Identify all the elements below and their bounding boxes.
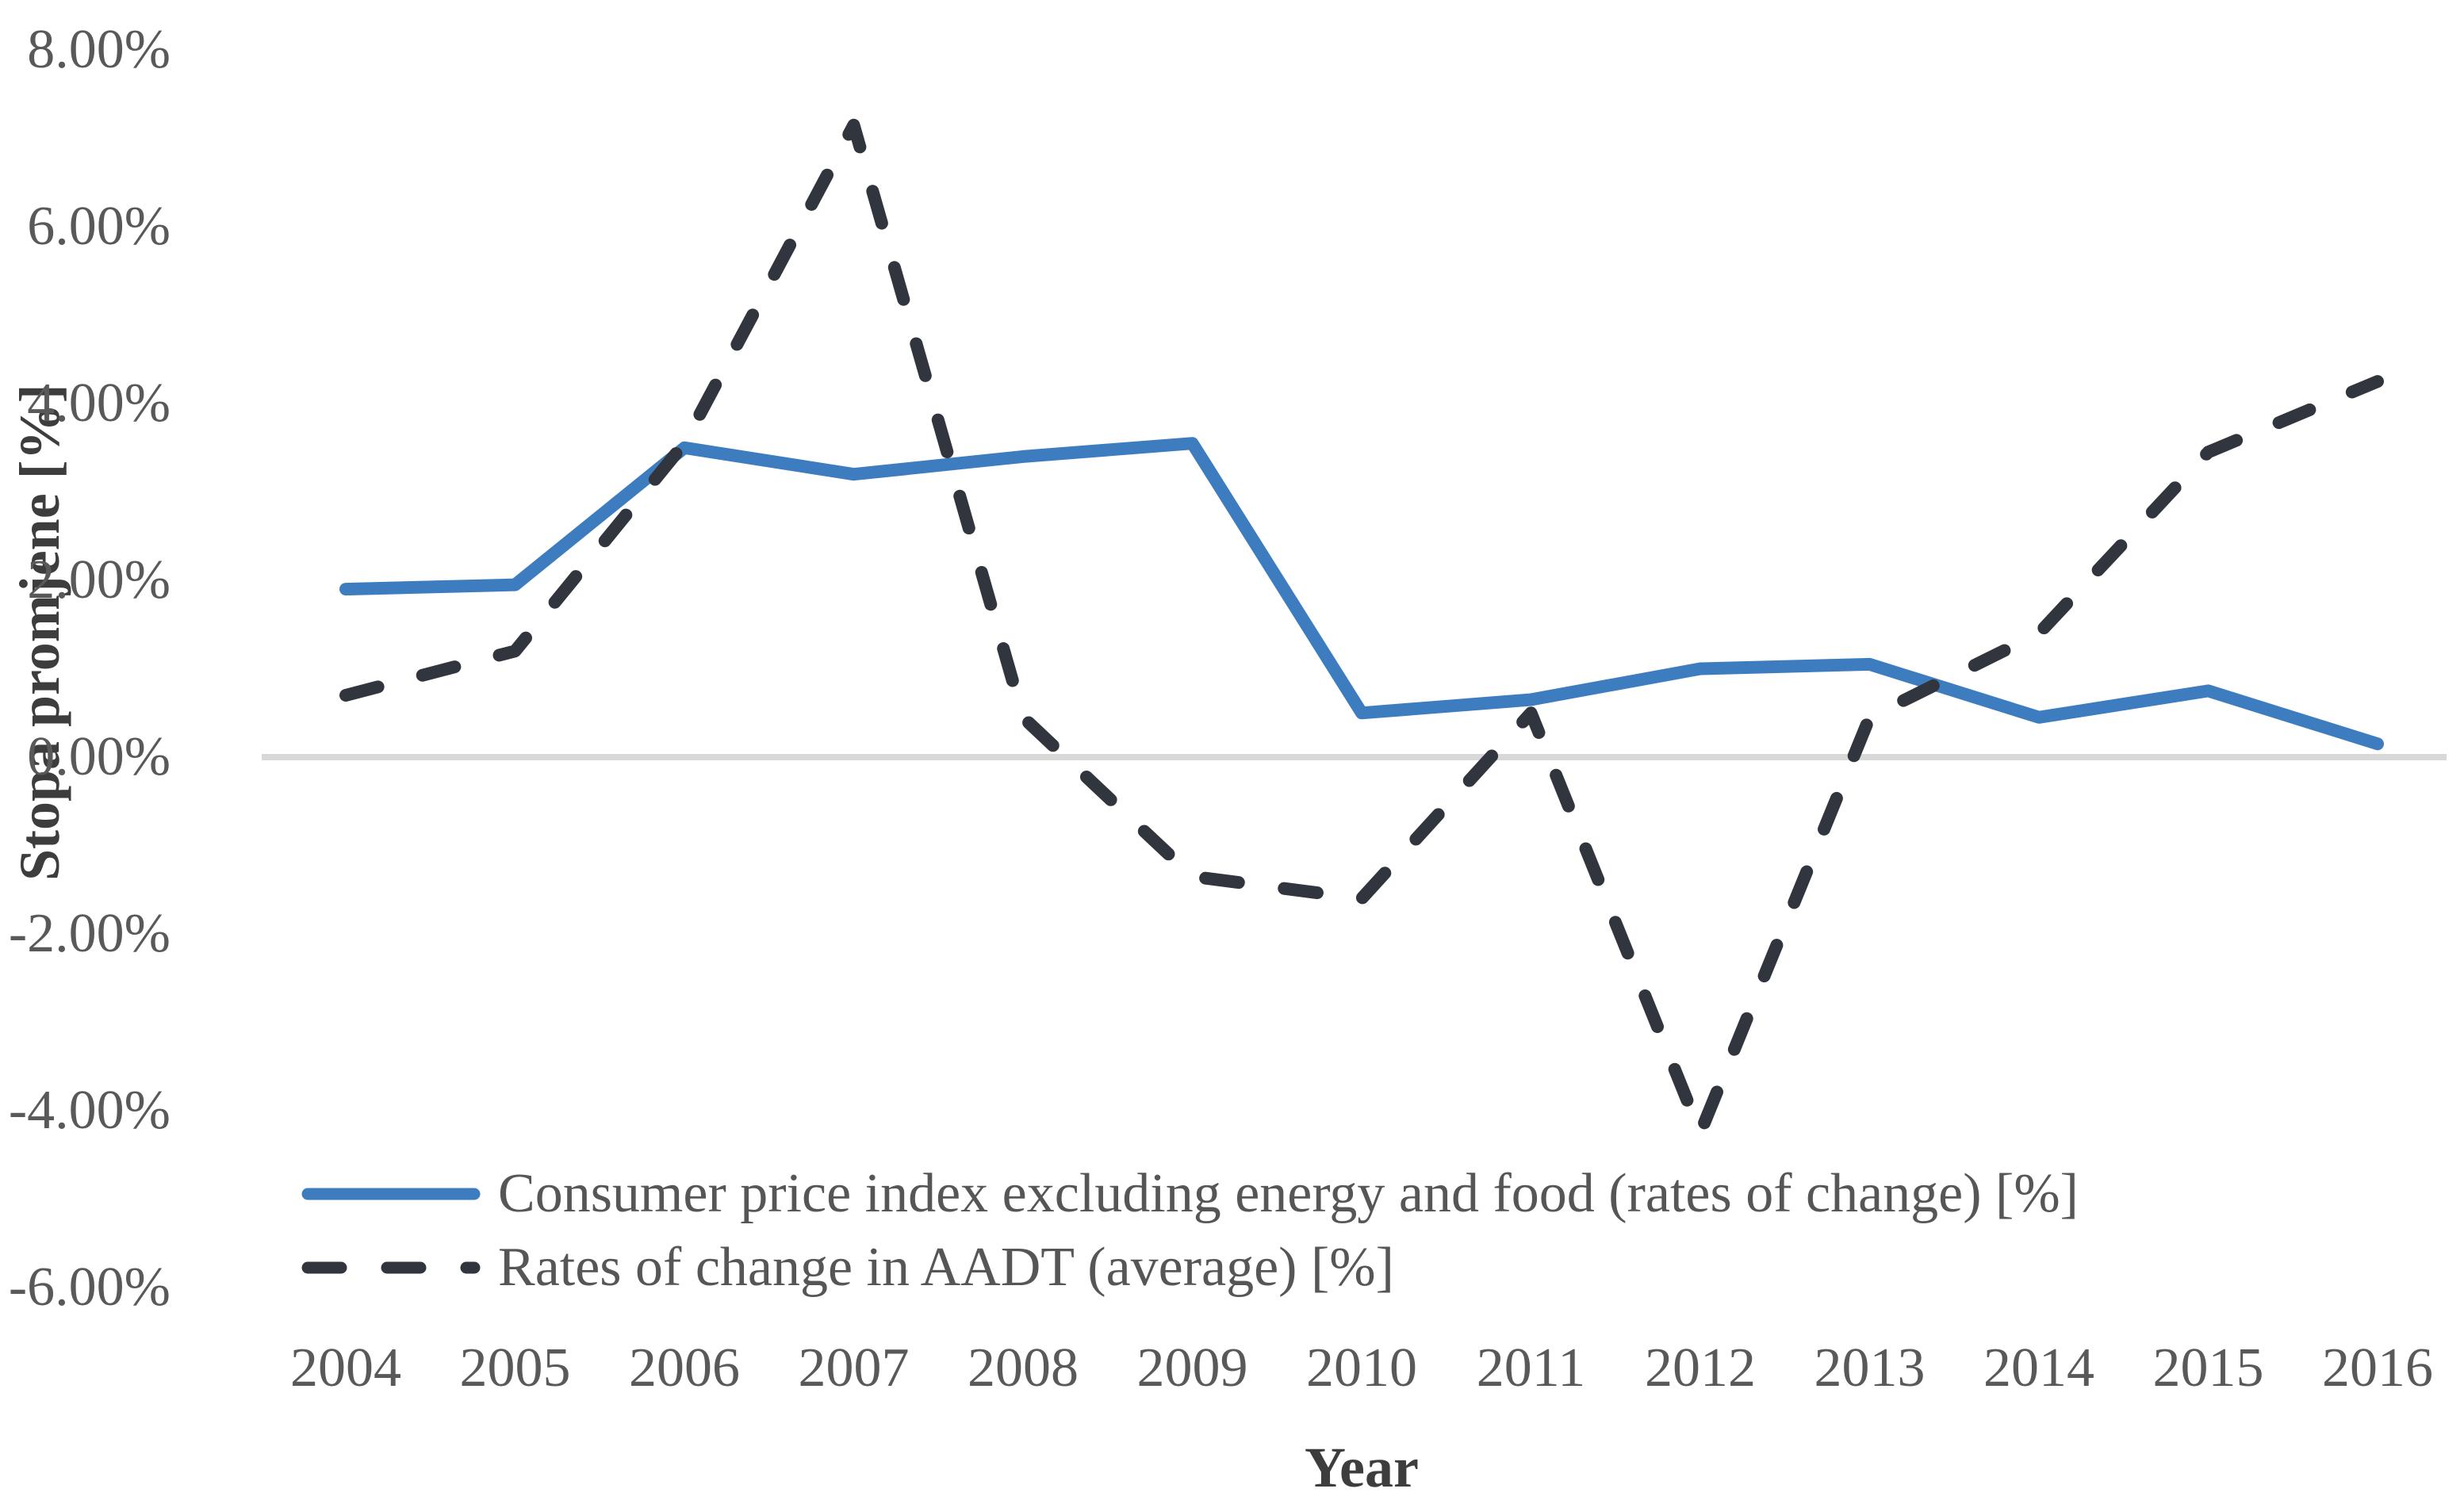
aadt-legend-swatch-icon [301, 1261, 481, 1273]
x-tick-label: 2006 [629, 1337, 740, 1399]
x-tick-label: 2007 [798, 1337, 910, 1399]
x-tick-label: 2015 [2152, 1337, 2264, 1399]
x-axis-title: Year [1305, 1436, 1419, 1499]
x-tick-label: 2008 [968, 1337, 1079, 1399]
x-tick-label: 2011 [1476, 1337, 1586, 1399]
legend: Consumer price index excluding energy an… [301, 1157, 2079, 1304]
aadt-line-series [339, 118, 2384, 1139]
cpi-line-series [339, 437, 2384, 751]
x-tick-label: 2004 [290, 1337, 401, 1399]
legend-item-cpi: Consumer price index excluding energy an… [301, 1157, 2079, 1230]
x-tick-label: 2013 [1814, 1337, 1926, 1399]
y-tick-label: 2.00% [27, 549, 171, 610]
x-tick-label: 2016 [2322, 1337, 2433, 1399]
x-tick-label: 2009 [1136, 1337, 1248, 1399]
y-tick-label: 0.00% [27, 726, 171, 787]
x-tick-label: 2014 [1983, 1337, 2094, 1399]
y-tick-label: 4.00% [27, 373, 171, 434]
y-tick-label: -6.00% [8, 1257, 171, 1318]
legend-label-aadt: Rates of change in AADT (average) [%] [498, 1236, 1394, 1298]
y-tick-label: -4.00% [8, 1080, 171, 1141]
x-tick-label: 2012 [1645, 1337, 1756, 1399]
cpi-legend-swatch-icon [301, 1188, 481, 1200]
y-tick-label: -2.00% [8, 903, 171, 964]
legend-label-cpi: Consumer price index excluding energy an… [498, 1162, 2079, 1224]
legend-item-aadt: Rates of change in AADT (average) [%] [301, 1230, 2079, 1304]
x-tick-label: 2005 [459, 1337, 571, 1399]
x-tick-label: 2010 [1306, 1337, 1417, 1399]
y-tick-label: 6.00% [27, 196, 171, 257]
y-tick-label: 8.00% [27, 19, 171, 80]
